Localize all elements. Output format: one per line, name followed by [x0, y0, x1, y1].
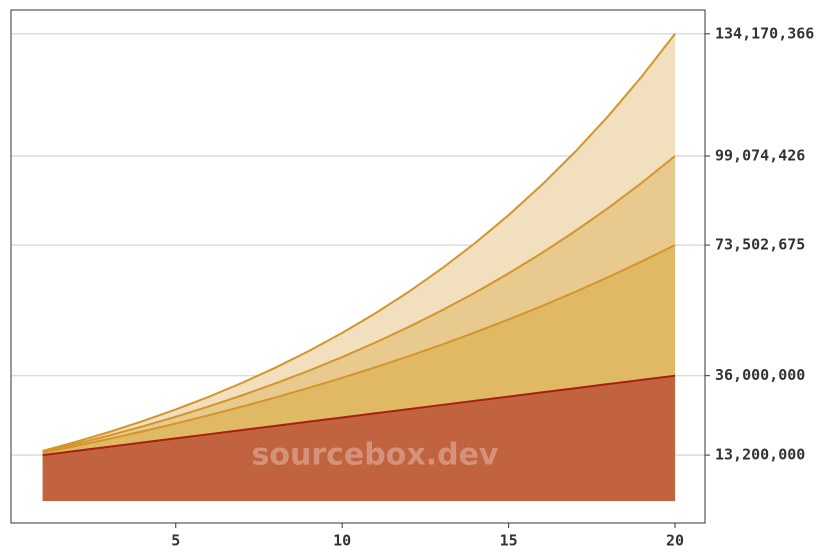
- area: [42, 375, 676, 502]
- x-tick-label: 5: [171, 532, 180, 550]
- areas: [42, 33, 676, 502]
- axes: 13,200,000 36,000,000 73,502,675 99,074,426…: [171, 24, 814, 549]
- line: [42, 374, 676, 457]
- y-tick-label: 73,502,675: [715, 236, 805, 254]
- x-tick-label: 10: [333, 532, 351, 550]
- y-tick-label: 13,200,000: [715, 446, 805, 464]
- x-tick-label: 15: [500, 532, 518, 550]
- plot-frame: [10, 9, 706, 524]
- x-tick-label: 20: [666, 532, 684, 550]
- y-tick-label: 36,000,000: [715, 366, 805, 384]
- y-tick-label: 99,074,426: [715, 147, 805, 165]
- line: [42, 244, 676, 454]
- line: [42, 155, 676, 453]
- line: [42, 33, 676, 452]
- y-tick-label: 134,170,366: [715, 24, 814, 42]
- watermark: sourcebox.dev: [252, 438, 499, 473]
